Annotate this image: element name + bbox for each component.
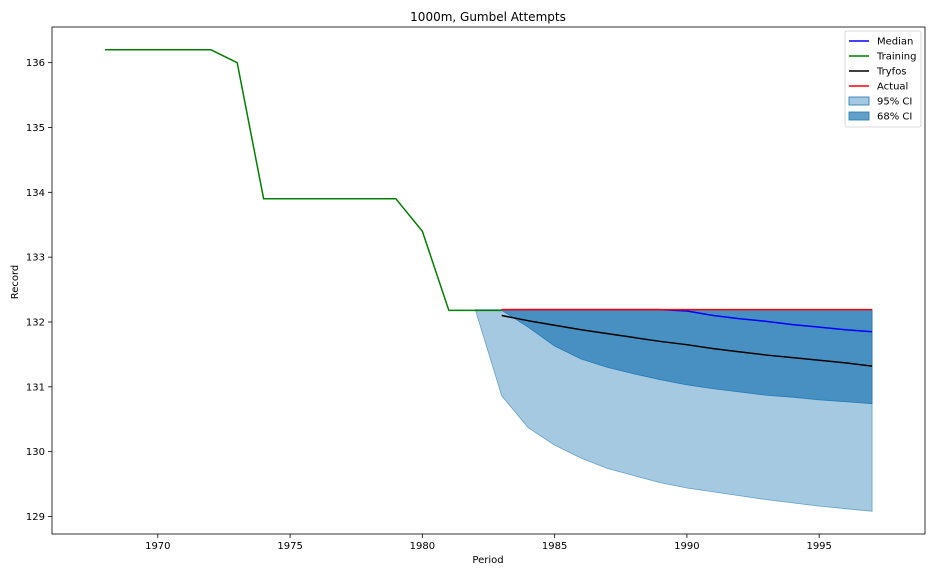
chart-title: 1000m, Gumbel Attempts — [410, 10, 566, 24]
legend-label-tryfos: Tryfos — [876, 67, 907, 78]
legend-box — [844, 30, 922, 128]
y-tick-label: 132 — [26, 317, 45, 328]
series-line-tryfos — [501, 314, 873, 367]
legend: Median Training Tryfos Actual 95% CI 68% CI — [844, 30, 922, 128]
legend-label-median: Median — [877, 37, 913, 48]
series-line-training — [104, 48, 502, 312]
legend-label-95-ci: 95% CI — [877, 97, 912, 108]
x-tick-label: 1970 — [145, 541, 170, 552]
y-axis-label: Record — [10, 265, 21, 300]
x-tick-label: 1995 — [806, 541, 831, 552]
legend-swatch-68-ci — [848, 111, 870, 121]
y-tick-label: 129 — [26, 512, 45, 523]
legend-swatch-95-ci — [848, 96, 870, 106]
y-tick-label: 130 — [26, 447, 45, 458]
y-tick-label: 136 — [26, 58, 45, 69]
y-tick-label: 131 — [26, 382, 45, 393]
x-tick-label: 1990 — [674, 541, 699, 552]
x-tick-label: 1975 — [277, 541, 302, 552]
plot-area: 1970 1975 1980 1985 1990 1995 129 130 131 132 133 1… — [26, 26, 926, 552]
x-tick-label: 1980 — [410, 541, 435, 552]
x-axis-label: Period — [472, 555, 503, 566]
y-tick-label: 133 — [26, 253, 45, 264]
legend-label-68-ci: 68% CI — [877, 112, 912, 123]
x-tick-label: 1985 — [542, 541, 567, 552]
legend-label-actual: Actual — [877, 82, 908, 93]
y-tick-label: 134 — [26, 188, 45, 199]
legend-label-training: Training — [876, 52, 916, 63]
plot-frame — [51, 26, 926, 535]
y-tick-label: 135 — [26, 123, 45, 134]
